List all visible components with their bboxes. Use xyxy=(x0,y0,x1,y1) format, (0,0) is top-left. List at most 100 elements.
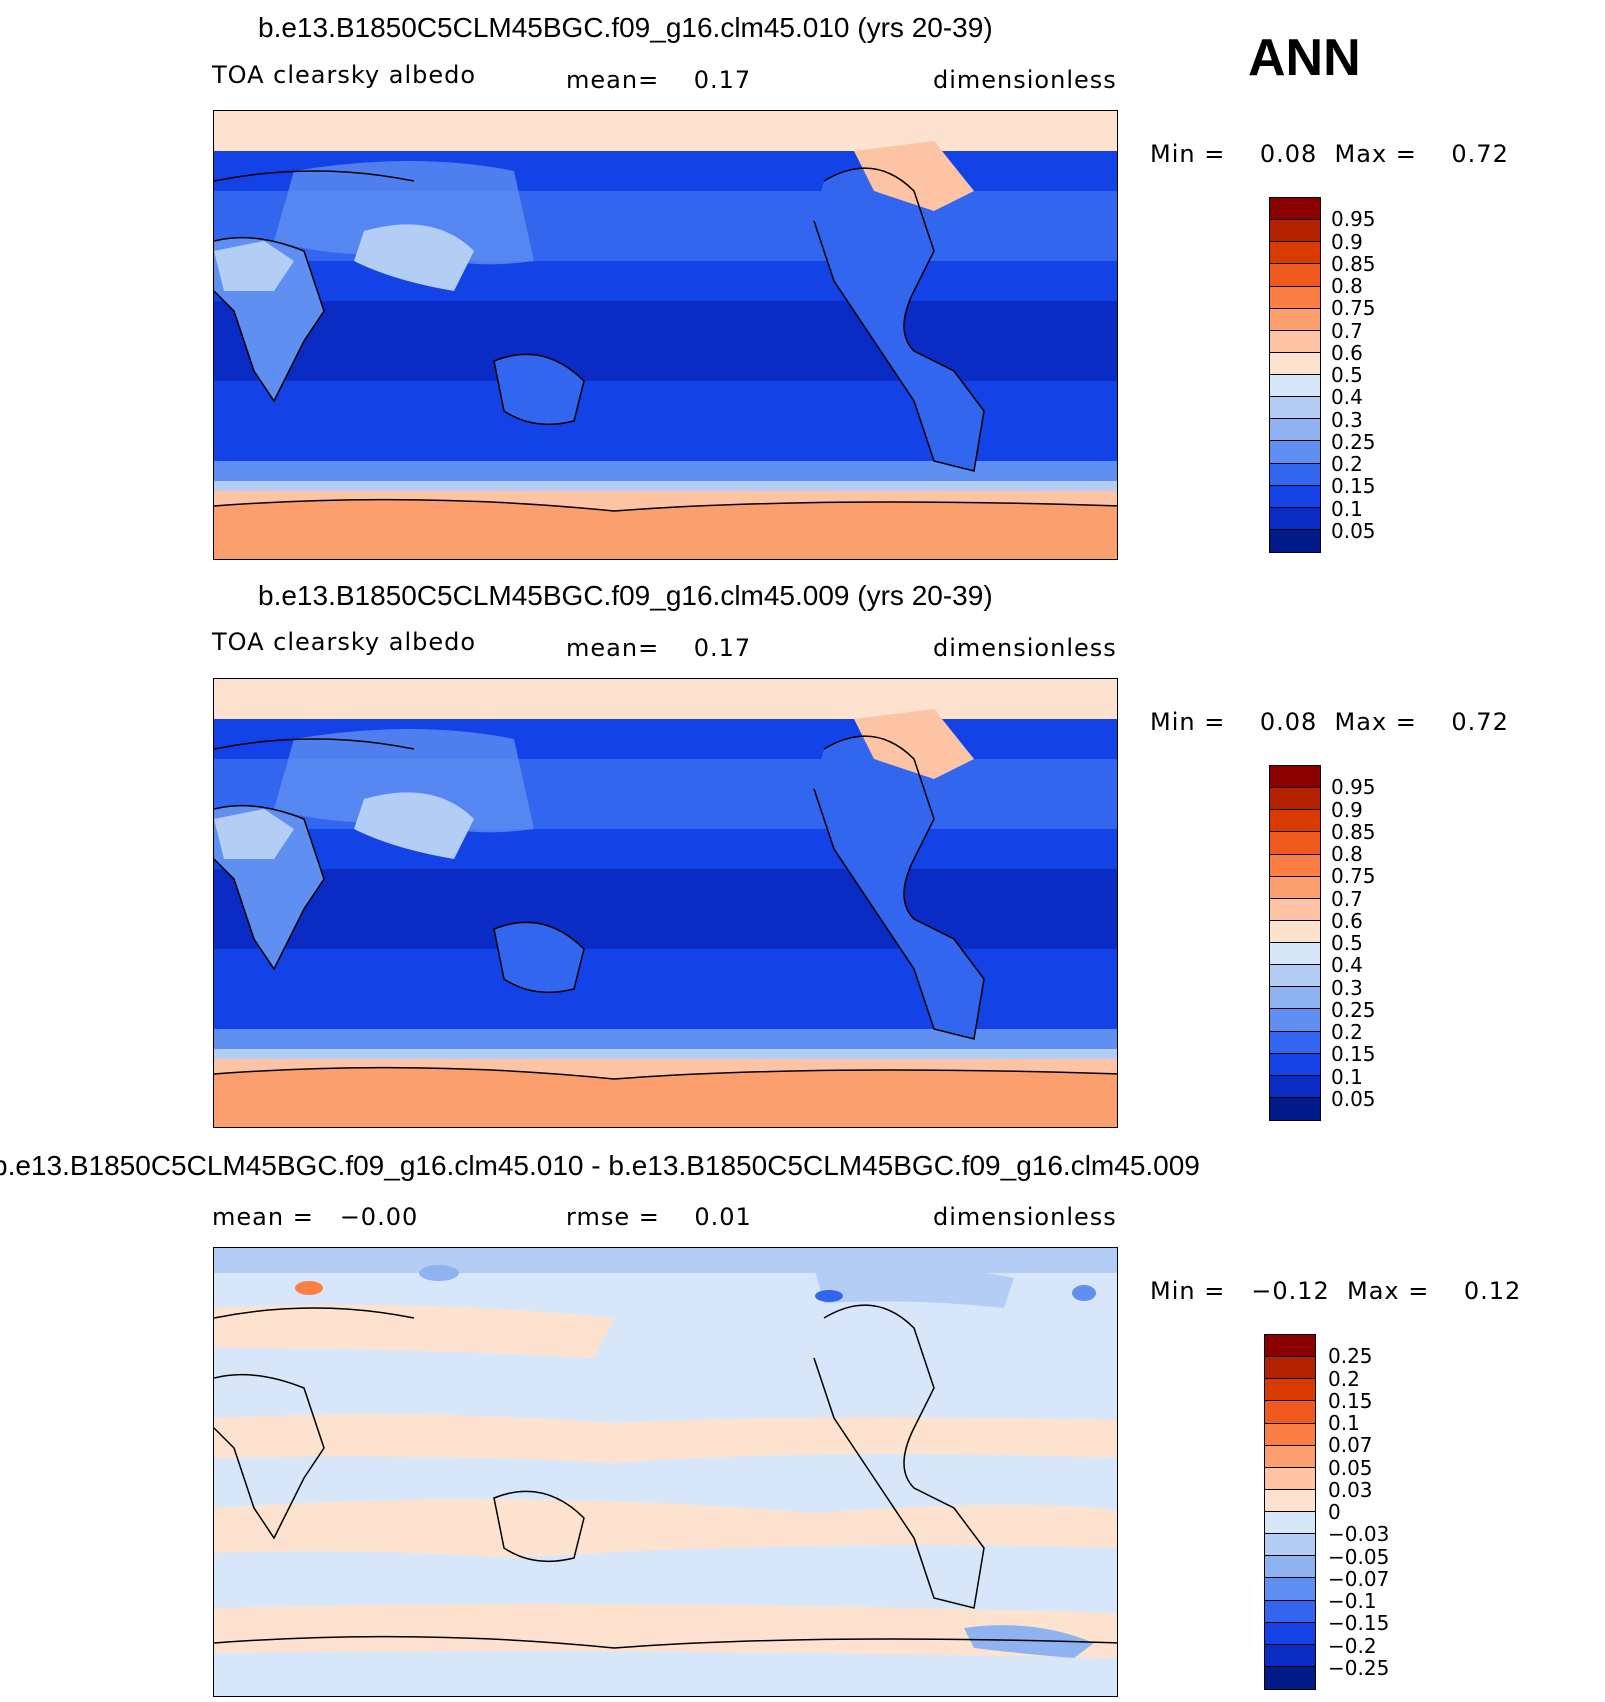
panel-1-title: b.e13.B1850C5CLM45BGC.f09_g16.clm45.010 … xyxy=(258,12,993,43)
panel-3-rmse-label: rmse = 0.01 xyxy=(566,1203,752,1231)
colorbar-segment xyxy=(1270,766,1320,789)
colorbar-segment xyxy=(1265,1600,1315,1623)
colorbar-segment xyxy=(1270,198,1320,221)
colorbar-segment xyxy=(1270,242,1320,265)
panel-2-variable-label: TOA clearsky albedo xyxy=(212,628,477,656)
colorbar-segment xyxy=(1270,1053,1320,1076)
panel-1-min-max: Min = 0.08 Max = 0.72 xyxy=(1150,140,1509,168)
colorbar-tick-label: 0.75 xyxy=(1331,296,1376,321)
colorbar-segment xyxy=(1270,529,1320,552)
colorbar-segment xyxy=(1270,810,1320,833)
colorbar-tick-label: 0.3 xyxy=(1331,975,1363,1000)
colorbar-tick-label: 0.6 xyxy=(1331,908,1363,933)
colorbar-segment xyxy=(1270,463,1320,486)
colorbar-tick-label: 0.07 xyxy=(1328,1433,1373,1458)
colorbar-segment xyxy=(1270,264,1320,287)
panel-2-mean-label: mean= 0.17 xyxy=(566,634,752,662)
colorbar-segment xyxy=(1270,854,1320,877)
colorbar-segment xyxy=(1270,1075,1320,1098)
colorbar-segment xyxy=(1270,308,1320,331)
colorbar-segment xyxy=(1265,1666,1315,1689)
colorbar-segment xyxy=(1265,1401,1315,1424)
colorbar-segment xyxy=(1270,1097,1320,1120)
colorbar-segment xyxy=(1265,1335,1315,1358)
colorbar-tick-label: −0.03 xyxy=(1328,1522,1390,1547)
colorbar-tick-label: 0.4 xyxy=(1331,953,1363,978)
colorbar-segment xyxy=(1265,1423,1315,1446)
colorbar-tick-label: 0.2 xyxy=(1331,1020,1363,1044)
panel-1-map-svg xyxy=(214,111,1117,559)
colorbar-segment xyxy=(1270,419,1320,442)
colorbar-segment xyxy=(1265,1622,1315,1645)
colorbar-tick-label: 0.2 xyxy=(1331,452,1363,476)
panel-2-title: b.e13.B1850C5CLM45BGC.f09_g16.clm45.009 … xyxy=(258,580,993,611)
colorbar-tick-label: 0.8 xyxy=(1331,274,1363,298)
colorbar-tick-label: 0.1 xyxy=(1331,1064,1363,1089)
colorbar-tick-label: 0.75 xyxy=(1331,864,1376,889)
colorbar-tick-label: 0.95 xyxy=(1331,775,1376,800)
colorbar-segment xyxy=(1270,965,1320,988)
colorbar-tick-label: 0.05 xyxy=(1328,1455,1373,1480)
colorbar-tick-label: 0.25 xyxy=(1331,997,1376,1022)
colorbar-tick-label: 0.03 xyxy=(1328,1477,1373,1502)
colorbar-segment xyxy=(1265,1467,1315,1490)
panel-3-min-max: Min = −0.12 Max = 0.12 xyxy=(1150,1277,1522,1305)
panel-2-min-max: Min = 0.08 Max = 0.72 xyxy=(1150,708,1509,736)
colorbar-tick-label: 0.9 xyxy=(1331,797,1363,822)
colorbar-tick-label: 0.5 xyxy=(1331,363,1363,387)
panel-1-variable-label: TOA clearsky albedo xyxy=(212,61,477,89)
colorbar-segment xyxy=(1270,220,1320,243)
panel-2-units-label: dimensionless xyxy=(933,634,1117,662)
panel-2-map xyxy=(213,678,1118,1128)
colorbar-tick-label: 0.05 xyxy=(1331,518,1376,543)
colorbar-tick-label: 0.85 xyxy=(1331,251,1376,276)
colorbar-tick-label: 0.1 xyxy=(1331,496,1363,521)
panel-1-map xyxy=(213,110,1118,560)
colorbar-segment xyxy=(1270,507,1320,530)
panel-3-map xyxy=(213,1247,1118,1697)
colorbar-tick-label: 0.3 xyxy=(1331,407,1363,432)
colorbar-segment xyxy=(1270,832,1320,855)
colorbar-segment xyxy=(1270,898,1320,921)
panel-3-units-label: dimensionless xyxy=(933,1203,1117,1231)
panel-1-units-label: dimensionless xyxy=(933,66,1117,94)
colorbar-tick-label: −0.05 xyxy=(1328,1544,1390,1569)
panel-3-mean-label: mean = −0.00 xyxy=(212,1203,419,1231)
colorbar-tick-label: −0.2 xyxy=(1328,1633,1377,1658)
colorbar-tick-label: −0.15 xyxy=(1328,1611,1390,1636)
colorbar-tick-label: 0.15 xyxy=(1331,474,1376,499)
colorbar-tick-label: 0.7 xyxy=(1331,318,1363,343)
panel-1-colorbar xyxy=(1269,197,1321,553)
colorbar-tick-label: 0.2 xyxy=(1328,1366,1360,1391)
colorbar-segment xyxy=(1270,352,1320,375)
season-label: ANN xyxy=(1248,29,1361,87)
colorbar-segment xyxy=(1270,876,1320,899)
colorbar-segment xyxy=(1270,1031,1320,1054)
panel-1-mean-label: mean= 0.17 xyxy=(566,66,752,94)
colorbar-tick-label: 0.15 xyxy=(1331,1042,1376,1067)
panel-2-colorbar xyxy=(1269,765,1321,1121)
colorbar-tick-label: 0.5 xyxy=(1331,931,1363,955)
colorbar-segment xyxy=(1270,943,1320,966)
colorbar-segment xyxy=(1270,286,1320,309)
colorbar-segment xyxy=(1265,1578,1315,1601)
colorbar-tick-label: 0.4 xyxy=(1331,385,1363,410)
panel-3-map-svg xyxy=(214,1248,1117,1696)
colorbar-tick-label: 0.8 xyxy=(1331,842,1363,866)
colorbar-tick-label: −0.07 xyxy=(1328,1566,1390,1591)
colorbar-tick-label: 0.95 xyxy=(1331,207,1376,232)
panel-3-title: b.e13.B1850C5CLM45BGC.f09_g16.clm45.010 … xyxy=(0,1150,1200,1181)
colorbar-tick-label: 0.15 xyxy=(1328,1388,1373,1413)
colorbar-segment xyxy=(1265,1512,1315,1535)
colorbar-tick-label: 0.6 xyxy=(1331,340,1363,365)
colorbar-tick-label: 0.25 xyxy=(1328,1344,1373,1369)
colorbar-segment xyxy=(1265,1556,1315,1579)
colorbar-segment xyxy=(1270,920,1320,943)
colorbar-tick-label: −0.1 xyxy=(1328,1589,1377,1613)
colorbar-tick-label: 0.85 xyxy=(1331,819,1376,844)
colorbar-segment xyxy=(1270,788,1320,811)
colorbar-segment xyxy=(1270,330,1320,353)
colorbar-segment xyxy=(1265,1357,1315,1380)
colorbar-tick-label: 0 xyxy=(1328,1500,1341,1524)
colorbar-segment xyxy=(1270,987,1320,1010)
